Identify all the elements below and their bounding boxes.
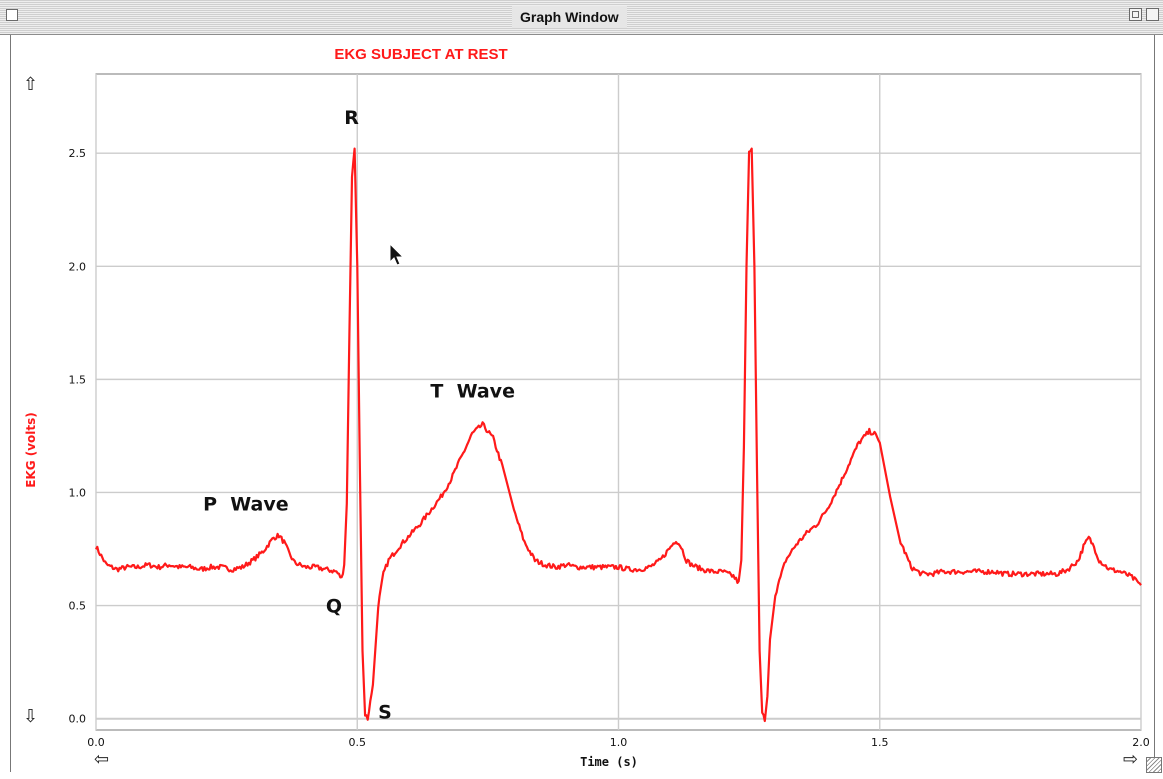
ekg-chart: EKG SUBJECT AT REST 0.0 0.5 1.0 1.5 2.0 2.5 0… [24,46,1150,769]
x-tick-label: 0.5 [349,736,367,749]
x-axis-label: Time (s) [580,755,638,769]
annotation-label: S [378,702,392,724]
y-tick-label: 2.5 [69,147,87,160]
grid-lines [95,74,1142,730]
annotations: R P Wave Q S T Wave [203,107,515,724]
scroll-left-icon[interactable]: ⇦ [94,749,110,770]
y-tick-label: 1.5 [69,373,87,386]
annotation-label: Q [326,595,342,617]
y-tick-label: 0.5 [69,600,87,613]
annotation-label: R [344,107,359,129]
x-tick-label: 2.0 [1132,736,1150,749]
resize-grip-icon[interactable] [1146,757,1162,773]
y-tick-label: 2.0 [69,260,87,273]
ekg-series-line [95,147,1142,723]
y-tick-label: 1.0 [69,486,87,499]
annotation-label: T Wave [430,380,515,402]
annotation-label: P Wave [203,494,289,516]
window-title: Graph Window [512,6,627,28]
title-bar[interactable]: Graph Window [0,0,1163,35]
x-tick-labels: 0.0 0.5 1.0 1.5 2.0 [87,736,1150,749]
x-tick-label: 1.5 [871,736,889,749]
x-tick-label: 1.0 [610,736,628,749]
close-box-icon[interactable] [6,9,18,21]
y-axis-label: EKG (volts) [24,412,38,488]
scroll-up-icon[interactable]: ⇧ [23,74,39,95]
y-tick-label: 0.0 [69,713,87,726]
scroll-right-icon[interactable]: ⇨ [1123,749,1139,770]
scroll-down-icon[interactable]: ⇩ [23,706,39,727]
zoom-box-icon[interactable] [1129,8,1142,21]
mouse-cursor-icon [389,242,405,266]
collapse-box-icon[interactable] [1146,8,1159,21]
graph-content: EKG SUBJECT AT REST 0.0 0.5 1.0 1.5 2.0 2.5 0… [10,35,1155,772]
chart-title: EKG SUBJECT AT REST [334,46,507,63]
x-tick-label: 0.0 [87,736,105,749]
y-tick-labels: 0.0 0.5 1.0 1.5 2.0 2.5 [69,147,87,726]
